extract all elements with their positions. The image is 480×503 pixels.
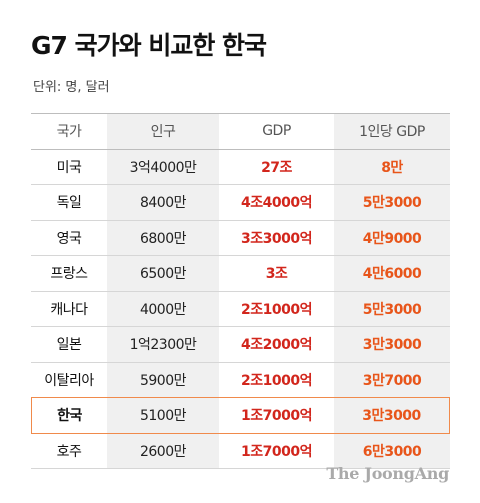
cell-gdp-per-capita: 3만3000 <box>334 327 450 363</box>
cell-population: 6800만 <box>107 220 219 256</box>
table-row-highlight: 한국 5100만 1조7000억 3만3000 <box>31 397 450 434</box>
cell-gdp-per-capita: 4만9000 <box>334 220 450 256</box>
cell-gdp: 3조3000억 <box>219 221 334 256</box>
cell-gdp-per-capita: 8만 <box>334 149 450 185</box>
header-population: 인구 <box>107 113 219 150</box>
cell-country: 미국 <box>31 150 107 185</box>
cell-country: 프랑스 <box>31 256 107 292</box>
table-row: 미국 3억4000만 27조 8만 <box>31 149 450 185</box>
cell-gdp: 4조4000억 <box>219 185 334 221</box>
cell-population: 2600만 <box>107 433 219 469</box>
table-header-row: 국가 인구 GDP 1인당 GDP <box>31 113 450 150</box>
cell-country: 호주 <box>31 434 107 469</box>
table-row: 독일 8400만 4조4000억 5만3000 <box>31 185 450 221</box>
header-country: 국가 <box>31 113 107 150</box>
unit-note: 단위: 명, 달러 <box>33 80 110 95</box>
page-title: G7 국가와 비교한 한국 <box>31 31 267 60</box>
cell-gdp-per-capita: 5만3000 <box>334 291 450 327</box>
table-body: 미국 3억4000만 27조 8만 독일 8400만 4조4000억 5만3000 영국 6800… <box>31 149 450 469</box>
cell-gdp-per-capita: 6만3000 <box>334 433 450 469</box>
cell-gdp: 27조 <box>219 150 334 185</box>
cell-population: 5900만 <box>107 362 219 397</box>
cell-gdp: 1조7000억 <box>219 397 334 434</box>
table-row: 프랑스 6500만 3조 4만6000 <box>31 256 450 292</box>
cell-population: 5100만 <box>107 397 219 434</box>
cell-country: 영국 <box>31 221 107 256</box>
cell-gdp: 2조1000억 <box>219 292 334 327</box>
cell-gdp: 3조 <box>219 256 334 292</box>
cell-gdp: 4조2000억 <box>219 327 334 363</box>
cell-gdp-per-capita: 4만6000 <box>334 256 450 292</box>
table-row: 호주 2600만 1조7000억 6만3000 <box>31 433 450 469</box>
cell-gdp-per-capita: 3만7000 <box>334 362 450 397</box>
cell-gdp: 1조7000억 <box>219 434 334 469</box>
comparison-table: 국가 인구 GDP 1인당 GDP 미국 3억4000만 27조 8만 독일 8400만 4… <box>31 113 450 469</box>
cell-gdp-per-capita: 3만3000 <box>334 397 450 434</box>
cell-population: 8400만 <box>107 185 219 221</box>
header-gdp: GDP <box>219 113 334 150</box>
cell-country: 캐나다 <box>31 292 107 327</box>
cell-gdp: 2조1000억 <box>241 372 312 389</box>
header-gdp-per-capita: 1인당 GDP <box>334 113 450 150</box>
cell-population: 6500만 <box>107 256 219 292</box>
cell-population: 3억4000만 <box>107 149 219 185</box>
cell-country: 이탈리아 <box>44 372 94 389</box>
cell-population: 4000만 <box>107 291 219 327</box>
table-row: 일본 1억2300만 4조2000억 3만3000 <box>31 327 450 363</box>
table-row: 영국 6800만 3조3000억 4만9000 <box>31 220 450 256</box>
table-row: 이탈리아 5900만 2조1000억 3만7000 <box>31 362 450 397</box>
cell-gdp-per-capita: 5만3000 <box>334 185 450 221</box>
cell-country: 일본 <box>31 327 107 363</box>
source-logo: The JoongAng <box>326 464 449 483</box>
cell-population: 1억2300만 <box>107 327 219 363</box>
cell-country: 한국 <box>31 397 107 434</box>
cell-country: 독일 <box>31 185 107 221</box>
table-row: 캐나다 4000만 2조1000억 5만3000 <box>31 291 450 327</box>
